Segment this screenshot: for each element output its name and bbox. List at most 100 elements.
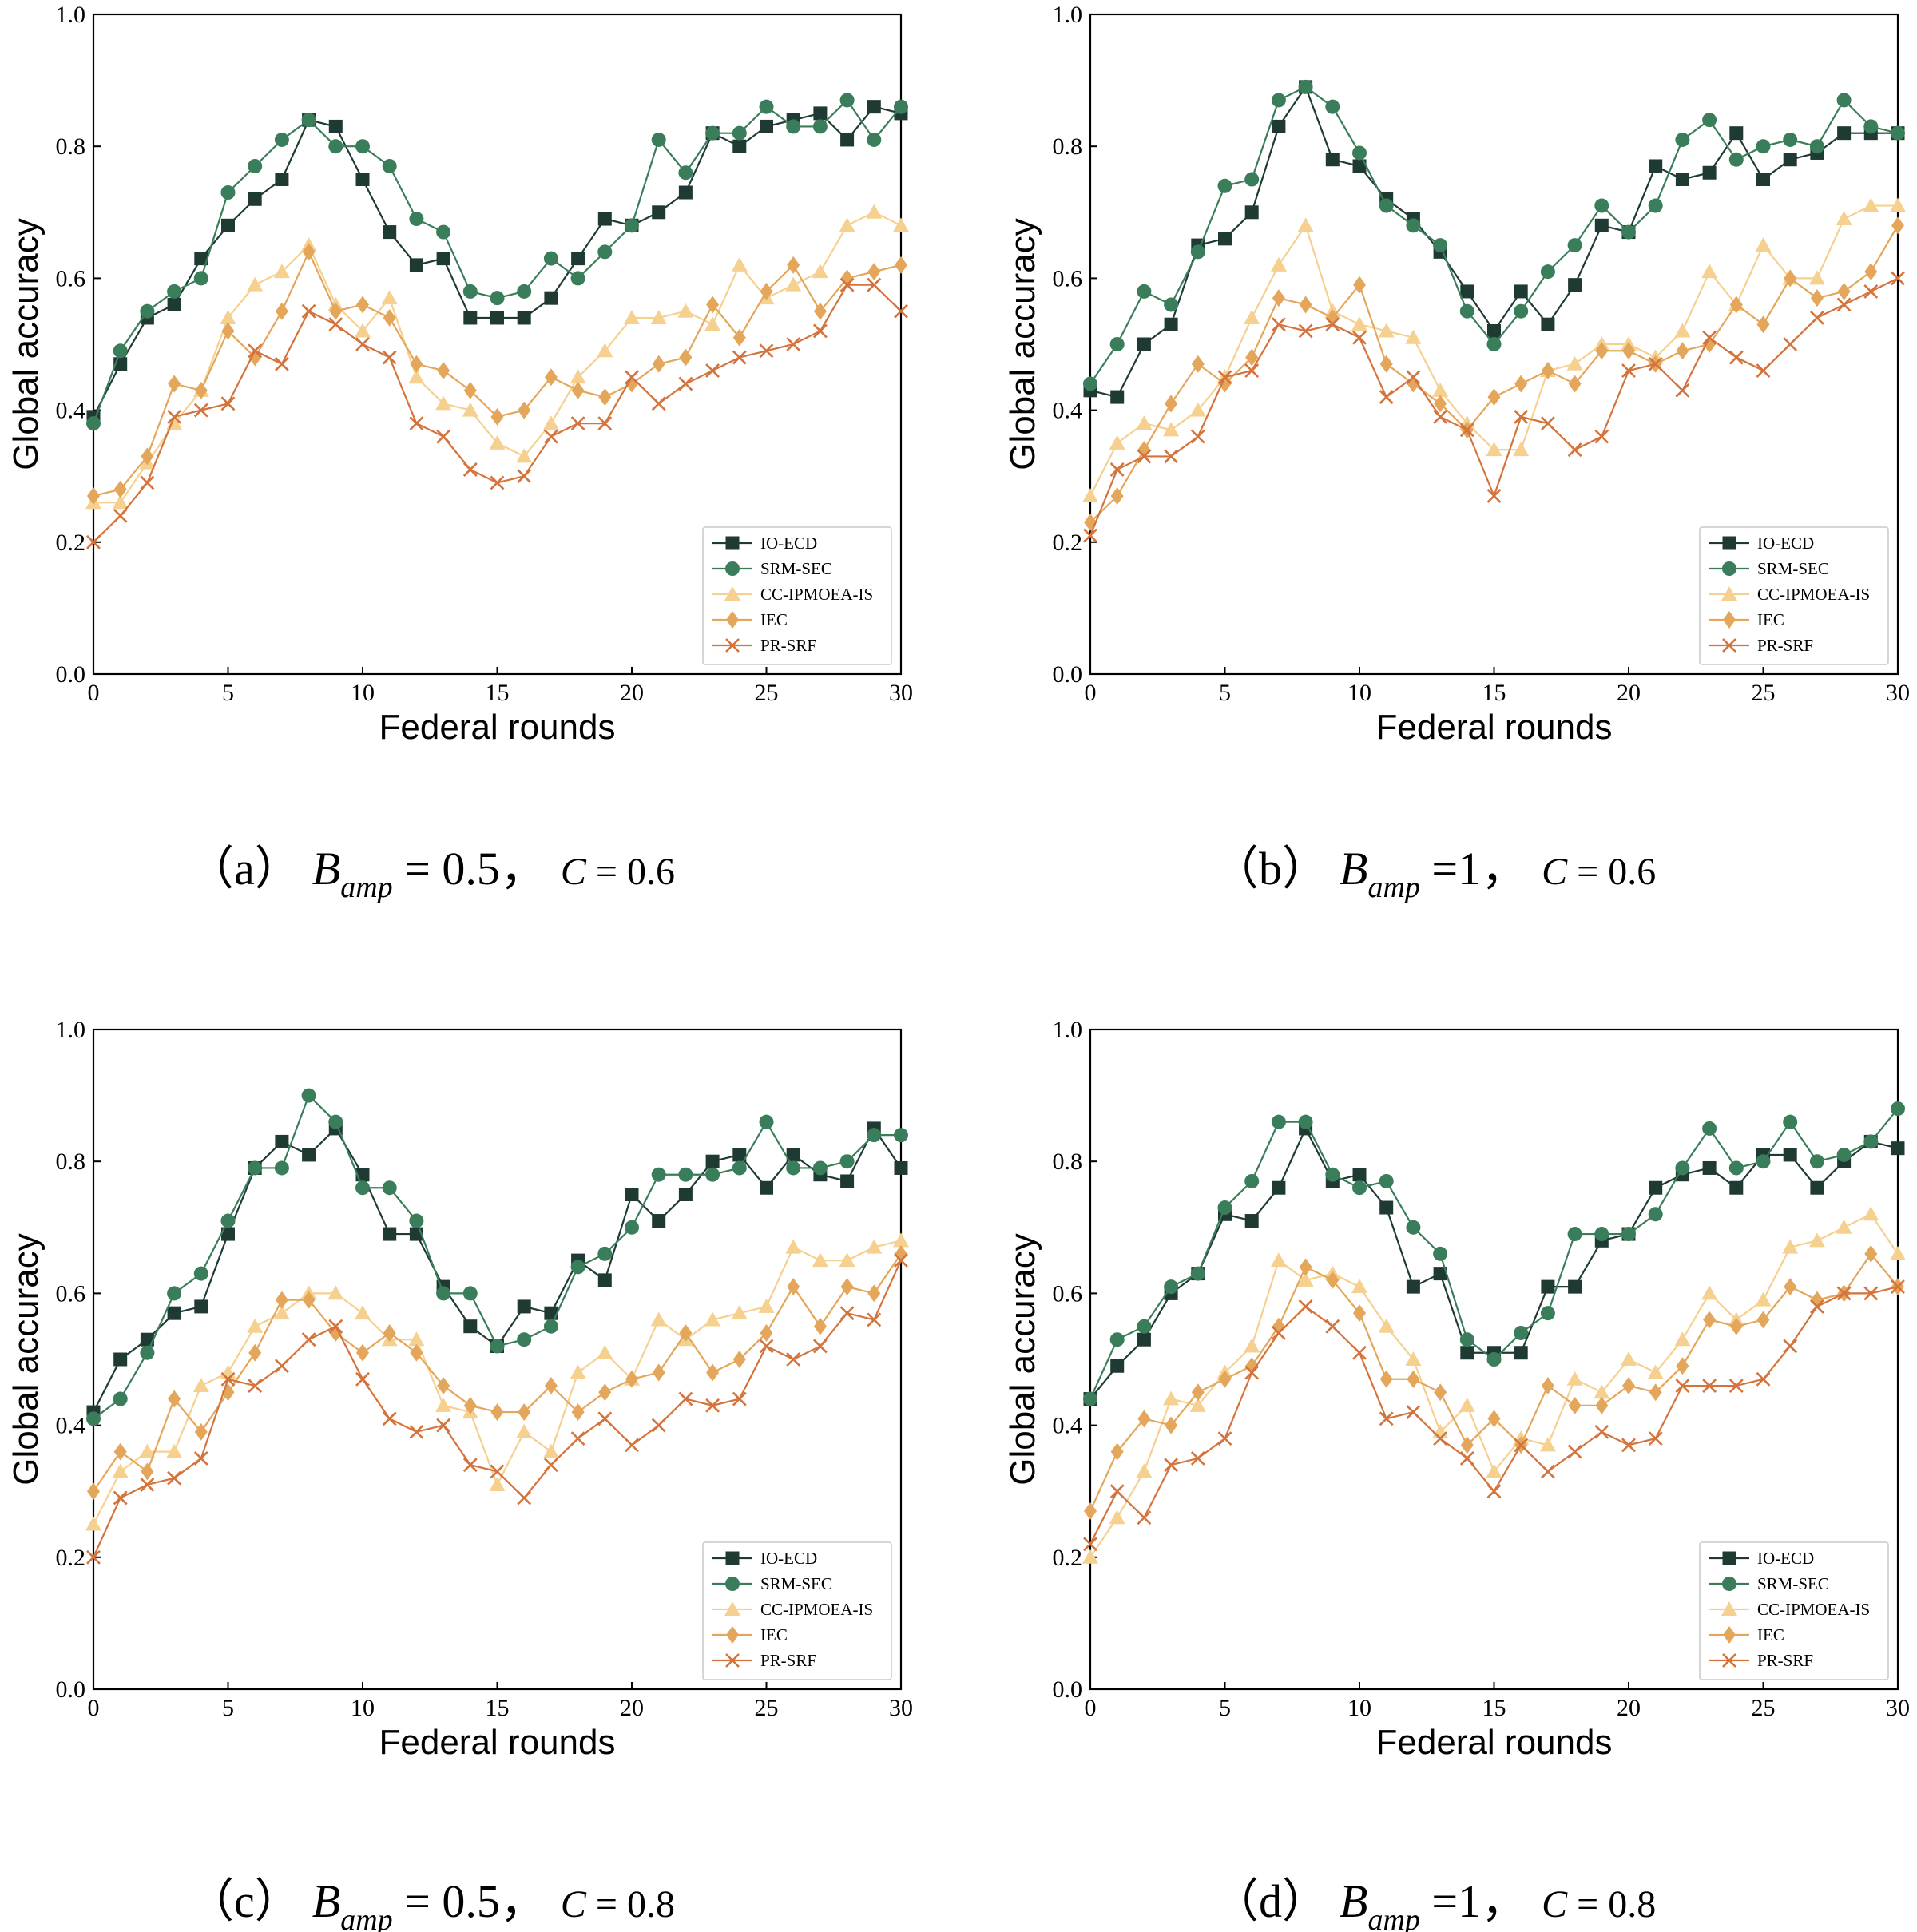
data-point (1297, 1271, 1314, 1287)
data-point (1648, 356, 1663, 371)
data-point (1405, 329, 1422, 344)
x-tick-label: 25 (1752, 680, 1776, 706)
data-point (194, 381, 208, 399)
data-point (383, 1227, 397, 1241)
data-point (894, 303, 908, 319)
legend-marker (726, 611, 739, 629)
legend-label: IO-ECD (760, 534, 817, 553)
data-point (678, 1167, 693, 1182)
data-point (1702, 1160, 1717, 1175)
data-point (597, 343, 613, 358)
data-point (382, 350, 397, 365)
legend-marker (725, 536, 740, 550)
data-point (1594, 1227, 1609, 1242)
data-point (1783, 337, 1798, 351)
data-point (597, 1246, 613, 1261)
data-point (518, 401, 531, 419)
data-point (1432, 382, 1449, 397)
series-SRM-SEC (1083, 79, 1905, 391)
series-IO-ECD (1083, 80, 1905, 404)
data-point (1379, 355, 1393, 373)
data-point (517, 469, 532, 484)
data-point (760, 1323, 773, 1342)
data-point (273, 264, 290, 279)
data-point (571, 381, 585, 399)
data-point (760, 282, 773, 300)
data-point (542, 415, 559, 430)
data-point (139, 1443, 156, 1458)
data-point (248, 1160, 263, 1176)
data-point (624, 309, 640, 324)
legend-box (702, 526, 892, 665)
data-point (1621, 363, 1636, 378)
data-point (1272, 119, 1286, 133)
data-point (1621, 1227, 1636, 1242)
data-point (1809, 311, 1824, 325)
data-point (1163, 422, 1180, 437)
data-point (1164, 317, 1178, 331)
data-point (1836, 211, 1852, 226)
x-tick-label: 5 (222, 1695, 234, 1721)
data-point (1487, 1410, 1501, 1428)
data-point (490, 291, 505, 306)
data-point (140, 1345, 155, 1360)
data-point (1728, 350, 1744, 365)
data-point (704, 1311, 721, 1327)
series-SRM-SEC (1083, 1101, 1905, 1406)
data-point (301, 113, 316, 128)
data-point (1325, 317, 1340, 332)
data-point (759, 99, 774, 114)
legend-marker (1722, 1577, 1736, 1591)
data-point (1756, 173, 1770, 186)
y-tick-label: 1.0 (1053, 1017, 1083, 1043)
data-point (86, 416, 101, 431)
data-point (597, 416, 613, 431)
legend-label: PR-SRF (1757, 1651, 1813, 1670)
data-point (1352, 1168, 1367, 1182)
data-point (1109, 1484, 1125, 1499)
legend-label: IO-ECD (760, 1549, 817, 1568)
data-point (732, 1160, 747, 1176)
data-point (1540, 264, 1555, 280)
x-axis-label: Federal rounds (1376, 1723, 1613, 1762)
data-point (867, 1312, 882, 1327)
data-point (1083, 1537, 1097, 1552)
y-axis-label: Global accuracy (1003, 218, 1042, 470)
data-point (301, 1088, 316, 1103)
y-tick-label: 0.4 (56, 398, 86, 424)
data-point (570, 1431, 585, 1446)
data-point (1568, 278, 1582, 292)
data-point (220, 309, 236, 324)
data-point (517, 284, 532, 299)
data-point (193, 1450, 208, 1466)
data-point (1406, 1220, 1421, 1235)
data-point (1594, 218, 1609, 232)
data-point (1595, 342, 1609, 360)
y-tick-label: 0.2 (56, 1545, 86, 1571)
data-point (597, 244, 613, 260)
data-point (435, 1397, 452, 1412)
data-point (787, 256, 800, 274)
data-point (839, 277, 855, 292)
data-point (194, 1422, 208, 1441)
data-point (408, 369, 425, 384)
data-point (571, 252, 585, 266)
data-point (328, 139, 343, 154)
data-point (786, 1352, 801, 1367)
y-tick-label: 0.0 (1053, 1676, 1083, 1703)
legend: IO-ECD SRM-SEC CC-IPMOEA-IS IEC PR-SRF (1699, 526, 1889, 665)
legend-label: CC-IPMOEA-IS (760, 585, 873, 604)
data-point (1729, 126, 1744, 141)
data-point (866, 204, 883, 219)
legend-label: IEC (1757, 610, 1784, 629)
data-point (436, 429, 451, 444)
legend-box (1699, 526, 1889, 665)
data-point (220, 1371, 236, 1387)
data-point (490, 311, 504, 325)
legend-label: PR-SRF (760, 636, 816, 655)
legend-marker (726, 1626, 739, 1644)
x-tick-label: 10 (1347, 680, 1371, 706)
data-point (1271, 1326, 1286, 1340)
data-point (1378, 323, 1395, 338)
data-point (490, 407, 504, 426)
